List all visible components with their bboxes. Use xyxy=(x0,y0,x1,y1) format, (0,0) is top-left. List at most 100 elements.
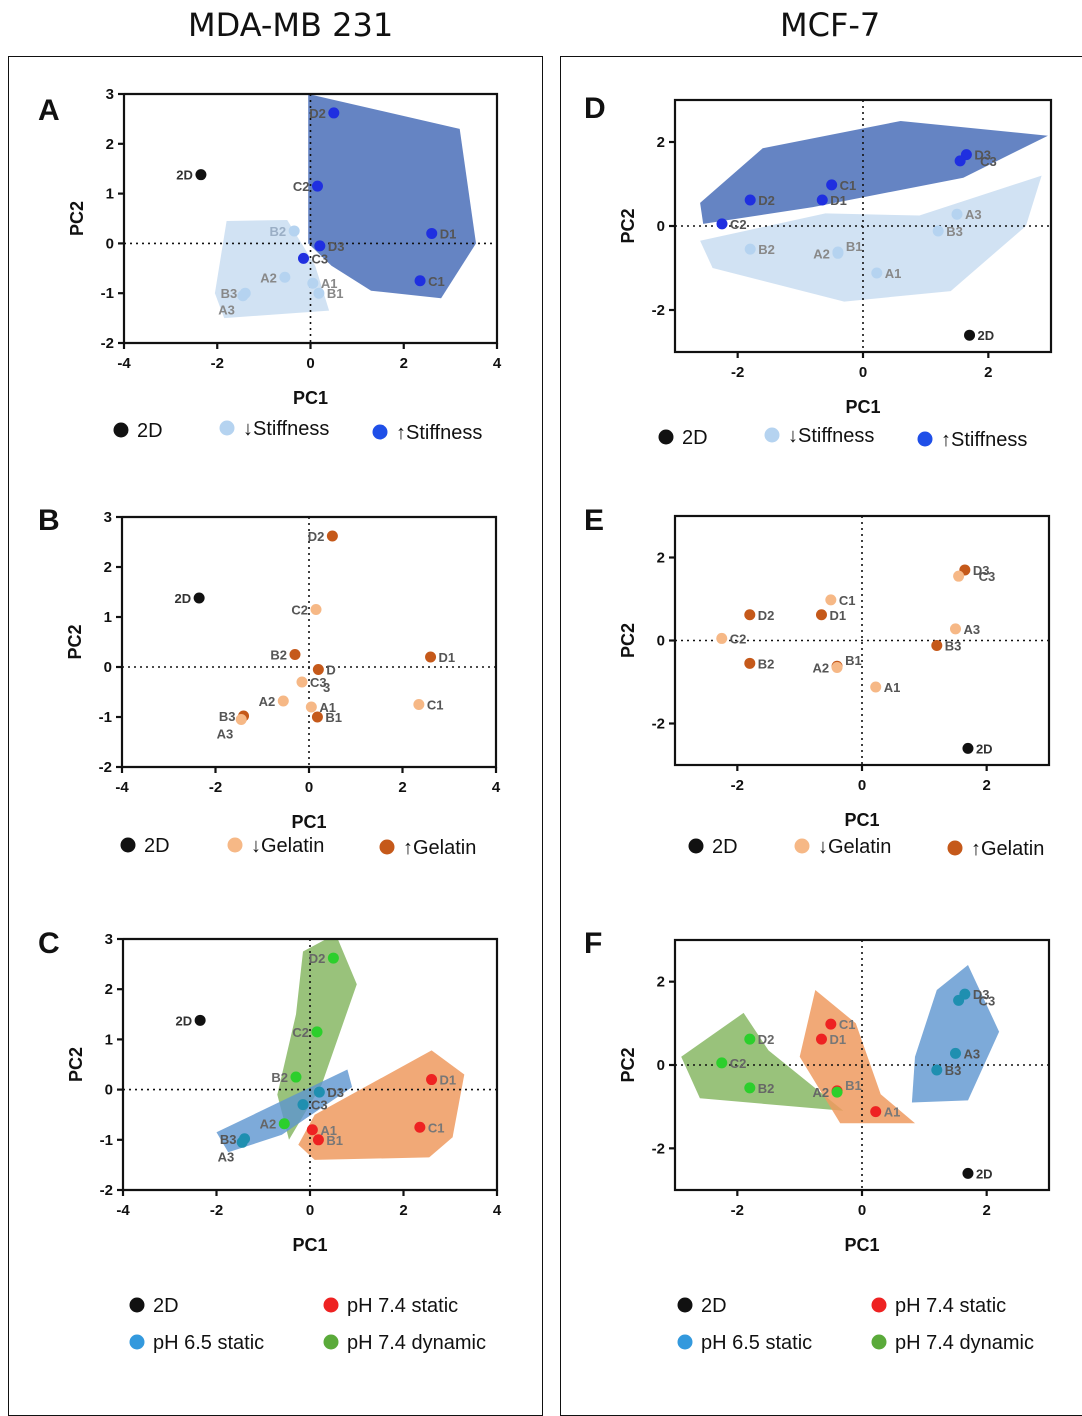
data-point-label: B3 xyxy=(221,286,238,301)
data-point xyxy=(931,639,943,651)
data-point-label: D3 xyxy=(973,563,990,578)
data-point-label: D1 xyxy=(439,650,456,665)
x-tick-label: 0 xyxy=(859,364,867,381)
data-point-label: D2 xyxy=(758,193,775,208)
data-point-label: C3 xyxy=(979,569,996,584)
y-tick-label: 2 xyxy=(106,136,114,153)
data-point xyxy=(195,169,207,181)
legend-marker xyxy=(129,1334,145,1350)
data-point-label: A1 xyxy=(885,266,902,281)
data-point xyxy=(306,1124,318,1136)
x-axis-label: PC1 xyxy=(291,812,326,832)
data-point xyxy=(288,225,300,237)
data-point xyxy=(313,287,325,299)
data-point xyxy=(413,699,425,710)
legend-label: ↑Stiffness xyxy=(396,422,482,444)
x-tick-label: 0 xyxy=(306,1202,314,1219)
data-point-label: B1 xyxy=(845,653,862,668)
data-point-label: B1 xyxy=(845,1078,862,1093)
data-point-label: C2 xyxy=(730,1056,747,1071)
data-point-label: C3 xyxy=(311,1098,328,1113)
y-axis-label: PC2 xyxy=(618,208,638,243)
x-tick-label: -2 xyxy=(210,1202,223,1219)
x-tick-label: 2 xyxy=(398,779,406,796)
data-point xyxy=(744,1033,756,1045)
data-point-label: D2 xyxy=(309,106,326,121)
data-point-label: 2D xyxy=(976,741,993,756)
legend-marker xyxy=(917,431,933,447)
y-tick-label: 2 xyxy=(104,559,112,576)
y-tick-label: 3 xyxy=(105,931,113,948)
x-tick-label: 4 xyxy=(493,1202,502,1219)
legend-label: pH 7.4 static xyxy=(347,1295,458,1317)
y-axis-label: PC2 xyxy=(65,624,85,659)
data-point-label: B2 xyxy=(758,656,775,671)
legend-label: pH 6.5 static xyxy=(701,1332,812,1354)
y-tick-label: 1 xyxy=(104,609,112,626)
data-point xyxy=(426,1074,438,1086)
legend-label: ↓Stiffness xyxy=(243,418,329,440)
data-point xyxy=(414,1121,426,1133)
x-tick-label: 4 xyxy=(493,355,502,372)
y-tick-label: 0 xyxy=(105,1082,113,1099)
data-point-label: B2 xyxy=(270,648,287,663)
data-point xyxy=(744,609,756,621)
data-point xyxy=(307,277,319,289)
data-point-label: A2 xyxy=(259,694,276,709)
legend-marker xyxy=(129,1297,145,1313)
legend-stiffness-right: 2D ↓Stiffness ↑Stiffness xyxy=(658,425,1027,451)
y-tick-label: 0 xyxy=(657,633,665,650)
legend-marker xyxy=(120,837,136,853)
data-point xyxy=(193,592,205,604)
data-point xyxy=(277,695,289,707)
data-point-label: C1 xyxy=(839,1017,856,1032)
data-point-label: C2 xyxy=(730,631,747,646)
data-point xyxy=(744,194,756,206)
data-point-label: A3 xyxy=(218,1149,235,1164)
data-point xyxy=(950,1047,961,1059)
data-point xyxy=(236,1136,248,1148)
legend-marker xyxy=(372,424,388,440)
x-tick-label: -2 xyxy=(731,364,744,381)
data-point-label: B1 xyxy=(325,710,342,725)
data-point xyxy=(831,1086,843,1098)
legend-marker xyxy=(227,837,243,853)
data-point-label: C1 xyxy=(428,1120,445,1135)
column-title-right: MCF-7 xyxy=(780,6,881,44)
data-point xyxy=(326,530,338,542)
y-tick-label: 2 xyxy=(657,974,665,991)
data-point-label: 2D xyxy=(176,1013,193,1028)
legend-label: pH 6.5 static xyxy=(153,1332,264,1354)
data-point-label: A1 xyxy=(319,700,336,715)
data-point-label: C3 xyxy=(310,675,327,690)
y-tick-label: 0 xyxy=(106,235,114,252)
data-point xyxy=(870,1106,882,1118)
x-tick-label: -4 xyxy=(116,1202,130,1219)
data-point-label: B3 xyxy=(219,709,236,724)
legend-marker xyxy=(871,1297,887,1313)
y-tick-label: 2 xyxy=(105,981,113,998)
data-point-label: C3 xyxy=(312,251,329,266)
y-tick-label: 0 xyxy=(657,218,665,235)
data-point-label: A2 xyxy=(812,1085,829,1100)
x-tick-label: -4 xyxy=(117,355,131,372)
data-point xyxy=(425,651,437,663)
group-hull xyxy=(911,965,1000,1103)
data-point-label: A3 xyxy=(965,207,982,222)
data-point-label: D2 xyxy=(308,529,325,544)
data-point-label: A3 xyxy=(964,622,981,637)
data-point xyxy=(950,623,961,635)
data-point-label: A2 xyxy=(813,246,830,261)
data-point-label: B1 xyxy=(846,239,863,254)
data-point xyxy=(312,664,324,675)
data-point-label: A1 xyxy=(321,276,338,291)
data-point xyxy=(414,275,426,287)
data-point xyxy=(313,1086,325,1098)
legend-marker xyxy=(677,1297,693,1313)
